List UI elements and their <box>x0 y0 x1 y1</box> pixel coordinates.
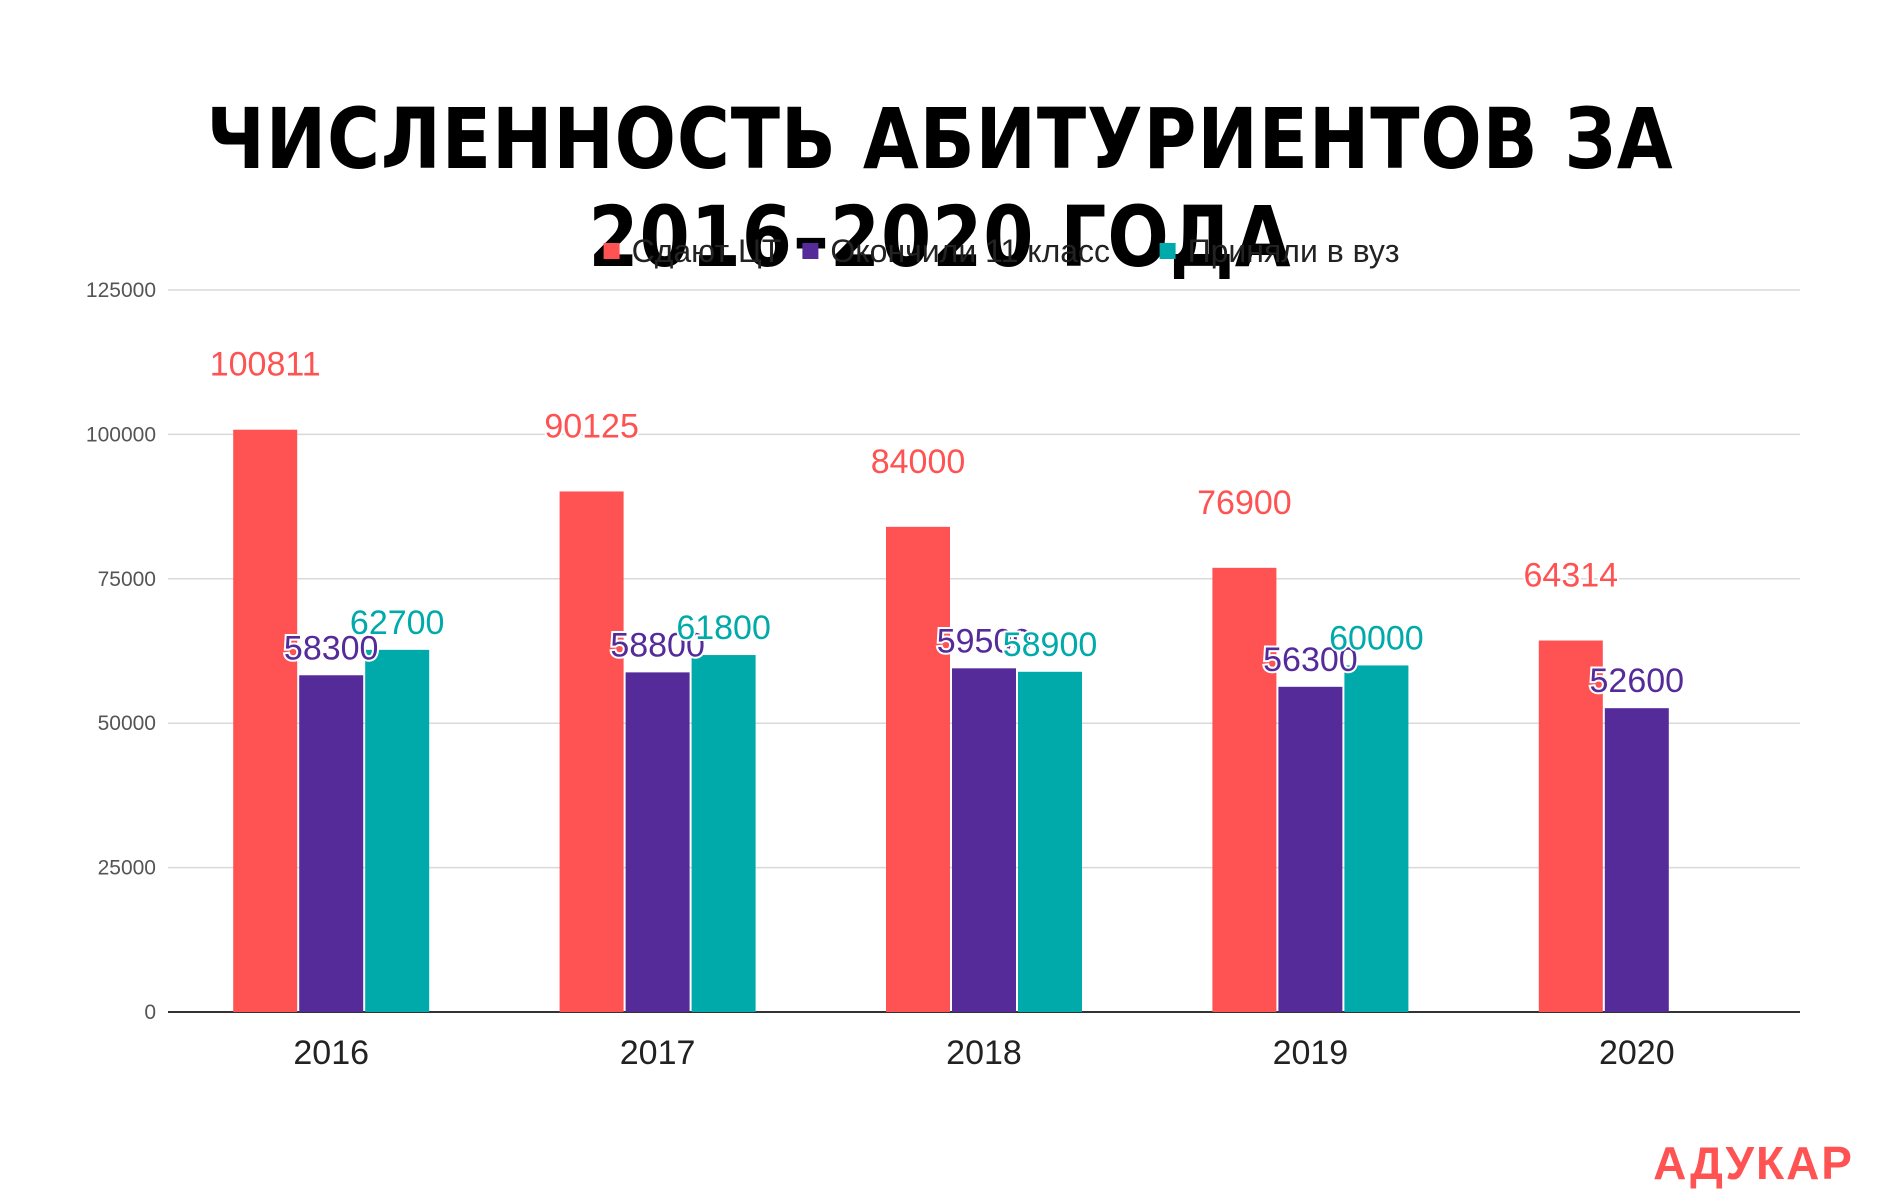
legend-swatch <box>802 243 819 259</box>
data-label: 84000 <box>871 443 966 481</box>
x-tick-label: 2019 <box>1273 1034 1349 1072</box>
y-tick-label: 50000 <box>98 712 156 735</box>
bar-окончили-11-класс-2016 <box>299 675 364 1012</box>
brand-logo: АДУКАР <box>1653 1137 1854 1189</box>
data-label: 56300 <box>1263 641 1358 679</box>
data-label: 58900 <box>1003 626 1098 664</box>
data-label: 61800 <box>676 609 771 647</box>
bar-окончили-11-класс-2017 <box>625 672 690 1012</box>
x-tick-label: 2020 <box>1599 1034 1675 1072</box>
bar-сдают-цт-2017 <box>559 491 624 1012</box>
y-tick-label: 75000 <box>98 568 156 591</box>
x-tick-label: 2018 <box>946 1034 1022 1072</box>
legend-label: Сдают ЦТ <box>632 233 782 269</box>
bar-приняли-в-вуз-2018 <box>1018 671 1082 1012</box>
legend-swatch <box>603 243 620 259</box>
data-label: 90125 <box>544 407 639 445</box>
data-label: 76900 <box>1197 484 1292 522</box>
data-label: 62700 <box>350 604 445 642</box>
legend-swatch <box>1159 243 1176 259</box>
bar-сдают-цт-2016 <box>233 429 298 1012</box>
data-label: 52600 <box>1590 662 1685 700</box>
bar-окончили-11-класс-2018 <box>952 668 1016 1012</box>
axes: 0 25000 50000 75000 100000 125000 2016 2017 2018… <box>86 279 1800 1072</box>
bar-приняли-в-вуз-2019 <box>1344 665 1409 1012</box>
y-tick-label: 25000 <box>98 857 156 880</box>
bar-сдают-цт-2019 <box>1212 567 1277 1012</box>
bar-окончили-11-класс-2019 <box>1278 686 1343 1012</box>
bar-сдают-цт-2018 <box>886 526 950 1012</box>
bars <box>233 429 1669 1012</box>
data-label: 59500 <box>937 622 1032 660</box>
legend-label: Окончили 11 класс <box>830 233 1110 269</box>
legend-label: Приняли в вуз <box>1188 233 1400 269</box>
data-label: 100811 <box>210 346 321 384</box>
bar-приняли-в-вуз-2017 <box>691 655 756 1012</box>
bar-приняли-в-вуз-2016 <box>365 649 430 1012</box>
data-label: 58300 <box>284 629 379 667</box>
data-label: 58800 <box>610 626 705 664</box>
legend: Сдают ЦТ Окончили 11 класс Приняли в вуз <box>603 233 1400 269</box>
data-label: 64314 <box>1524 557 1619 595</box>
y-tick-label: 100000 <box>86 423 156 446</box>
y-tick-label: 0 <box>144 1001 156 1024</box>
x-tick-label: 2017 <box>620 1034 696 1072</box>
bar-сдают-цт-2020 <box>1538 640 1603 1012</box>
y-tick-label: 125000 <box>86 279 156 302</box>
data-label: 60000 <box>1329 619 1424 657</box>
chart-title: ЧИСЛЕННОСТЬ АБИТУРИЕНТОВ ЗА 2016–2020 ГО… <box>206 90 1674 286</box>
x-tick-label: 2016 <box>293 1034 369 1072</box>
bar-окончили-11-класс-2020 <box>1604 708 1669 1012</box>
